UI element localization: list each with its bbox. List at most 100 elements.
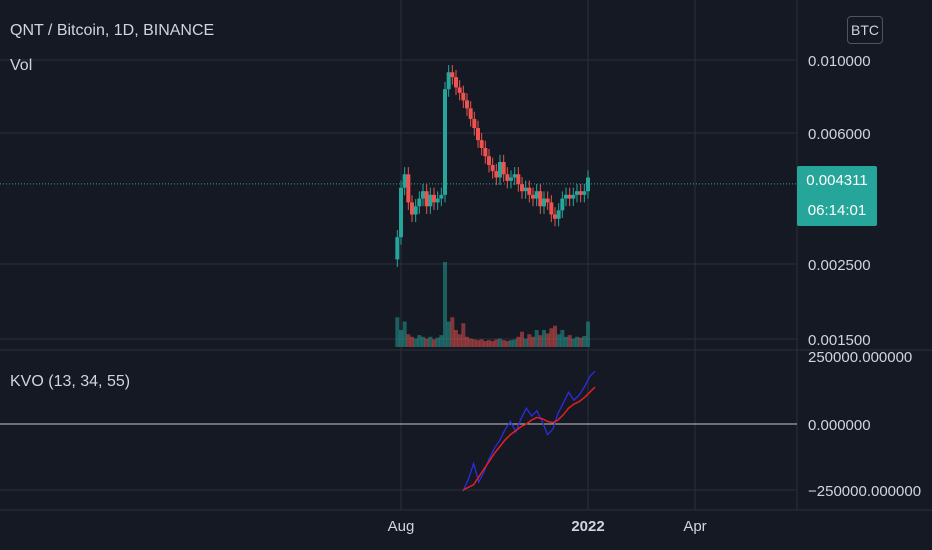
candle-body — [450, 72, 455, 78]
volume-bar — [417, 335, 422, 347]
volume-bar — [472, 339, 477, 347]
candle-body — [578, 191, 583, 195]
volume-bar — [450, 317, 455, 347]
candle-body — [439, 194, 444, 199]
candle-body — [542, 198, 546, 207]
candle-body — [483, 147, 488, 157]
candle-body — [553, 214, 557, 219]
volume-bar — [527, 334, 532, 347]
volume-bar — [545, 333, 550, 347]
volume-bar — [421, 336, 425, 347]
candle-body — [443, 89, 447, 195]
kvo-line — [462, 370, 596, 492]
volume-bar — [468, 338, 473, 347]
candle-body — [501, 162, 506, 175]
volume-bar — [567, 335, 572, 347]
candle-body — [545, 198, 550, 203]
volume-bar — [424, 338, 429, 347]
price-badge: 0.004311 06:14:01 — [797, 166, 877, 226]
candle-body — [421, 191, 425, 199]
candle-body — [520, 184, 524, 192]
candle-body — [395, 237, 400, 260]
candle-body — [494, 171, 499, 178]
candle-body — [527, 187, 532, 195]
candle-body — [454, 77, 458, 88]
candle-body — [509, 177, 513, 181]
volume-bar — [406, 334, 411, 347]
volume-bar — [439, 335, 444, 347]
candle-body — [531, 194, 535, 199]
candle-body — [523, 187, 528, 192]
candle-body — [428, 194, 433, 207]
x-tick-apr: Apr — [683, 518, 706, 535]
candle-body — [410, 202, 414, 215]
volume-bar — [461, 323, 466, 347]
candle-body — [571, 194, 576, 199]
candle-body — [586, 177, 590, 192]
candle-body — [549, 202, 554, 215]
volume-bar — [523, 338, 528, 347]
kvo-tick-min: −250000.000000 — [808, 483, 921, 500]
candle-body — [534, 191, 539, 199]
volume-bar — [560, 330, 565, 347]
volume-bar — [410, 336, 414, 347]
volume-bar — [443, 262, 447, 347]
candle-body — [435, 198, 440, 203]
volume-bar — [505, 341, 510, 347]
candle-body — [564, 194, 568, 199]
candle-body — [461, 92, 466, 101]
candle-body — [538, 191, 543, 207]
candle-body — [575, 191, 579, 195]
candle-body — [465, 100, 469, 109]
candle-body — [498, 162, 502, 178]
candle-body — [476, 127, 480, 141]
kvo-signal-line — [462, 386, 596, 491]
y-tick-0.002500: 0.002500 — [808, 257, 871, 274]
candle-body — [479, 140, 484, 148]
candle-body — [472, 118, 477, 128]
volume-bar — [465, 336, 469, 347]
candle-body — [424, 191, 429, 207]
volume-bar — [531, 336, 535, 347]
volume-bar — [483, 341, 488, 347]
candle-body — [399, 187, 403, 238]
volume-bar — [556, 334, 561, 347]
candle-body — [516, 174, 521, 185]
volume-bar — [520, 331, 524, 347]
candle-body — [582, 191, 587, 195]
volume-bar — [571, 338, 576, 347]
kvo-legend[interactable]: KVO (13, 34, 55) — [10, 373, 131, 390]
candle-body — [505, 174, 510, 181]
volume-bar — [446, 321, 451, 347]
volume-bar — [534, 330, 539, 347]
volume-bar — [578, 337, 583, 347]
candle-body — [468, 108, 473, 119]
candle-body — [487, 156, 491, 165]
volume-bar — [432, 339, 436, 347]
volume-legend[interactable]: Vol — [10, 57, 33, 74]
candle-body — [402, 174, 407, 188]
candle-body — [446, 72, 451, 90]
volume-bar — [395, 317, 400, 347]
y-tick-0.010000: 0.010000 — [808, 53, 871, 70]
candle-body — [512, 174, 517, 178]
volume-bar — [494, 339, 499, 347]
currency-button[interactable]: BTC — [847, 16, 883, 44]
volume-bar — [413, 338, 418, 347]
volume-bar — [586, 321, 590, 347]
volume-bar — [402, 321, 407, 347]
candlesticks — [395, 65, 590, 267]
volume-bar — [428, 336, 433, 347]
current-price-value: 0.004311 — [806, 172, 868, 189]
candle-body — [413, 206, 418, 215]
candle-body — [457, 87, 462, 93]
candle-body — [417, 198, 422, 207]
chart-title[interactable]: QNT / Bitcoin, 1D, BINANCE — [10, 22, 215, 39]
candle-body — [560, 198, 565, 211]
volume-bar — [490, 341, 495, 347]
x-tick-2022: 2022 — [571, 518, 604, 535]
volume-bar — [399, 330, 403, 347]
